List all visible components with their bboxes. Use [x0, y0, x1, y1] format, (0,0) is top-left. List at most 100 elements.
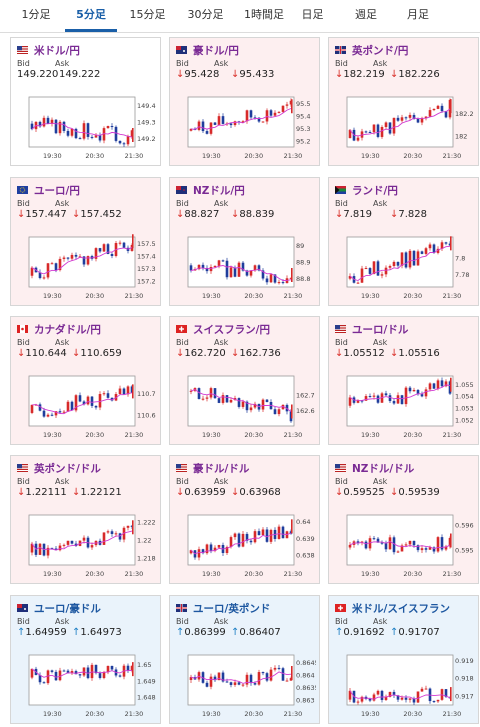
chart-container[interactable]: 1.222 1.22 1.218 19:30 20:30 21:30 — [25, 511, 157, 579]
y-tick-label: 1.222 — [137, 519, 156, 527]
chart-container[interactable]: 89 88.9 88.8 19:30 20:30 21:30 — [184, 233, 316, 301]
candle — [368, 396, 372, 398]
price-chart[interactable]: 149.4 149.3 149.2 19:30 20:30 21:30 — [25, 93, 157, 161]
candle — [118, 388, 122, 395]
candle — [90, 545, 94, 548]
candle — [42, 117, 46, 127]
rate-card[interactable]: 米ドル/スイスフラン Bid Ask ↑0.91692 ↑0.91707 0.919 0.9… — [328, 595, 479, 724]
rate-card[interactable]: ユーロ/円 Bid Ask ↓157.447 ↓157.452 157.5 157.4 157… — [10, 177, 161, 306]
price-chart[interactable]: 0.919 0.918 0.917 19:30 20:30 21:30 — [343, 651, 475, 719]
currency-pair-name[interactable]: 英ポンド/円 — [352, 44, 409, 57]
rate-card[interactable]: 豪ドル/円 Bid Ask ↓95.428 ↓95.433 95.5 95.4 95.3 95.… — [169, 37, 320, 166]
candle — [432, 108, 436, 111]
currency-pair-name[interactable]: NZドル/ドル — [352, 462, 415, 475]
candle — [225, 260, 229, 278]
currency-pair-name[interactable]: ユーロ/豪ドル — [34, 602, 101, 615]
candle — [408, 250, 412, 268]
currency-pair-name[interactable]: 豪ドル/ドル — [193, 462, 250, 475]
price-chart[interactable]: 1.222 1.22 1.218 19:30 20:30 21:30 — [25, 511, 157, 579]
price-chart[interactable]: 110.7 110.6 19:30 20:30 21:30 — [25, 372, 157, 440]
bid-label: Bid — [17, 338, 30, 347]
chart-container[interactable]: 162.7 162.6 19:30 20:30 21:30 — [184, 372, 316, 440]
price-chart[interactable]: 7.8 7.78 19:30 20:30 21:30 — [343, 233, 475, 301]
chart-container[interactable]: 182.2 182 19:30 20:30 21:30 — [343, 93, 475, 161]
price-chart[interactable]: 1.055 1.054 1.053 1.052 19:30 20:30 21:30 — [343, 372, 475, 440]
tab-daily[interactable]: 日足 — [301, 8, 324, 21]
candle — [82, 401, 86, 405]
y-tick-label: 0.919 — [455, 657, 474, 665]
y-tick-label: 88.9 — [296, 259, 310, 267]
tab-weekly[interactable]: 週足 — [355, 8, 377, 21]
chart-container[interactable]: 110.7 110.6 19:30 20:30 21:30 — [25, 372, 157, 440]
rate-card[interactable]: ユーロ/豪ドル Bid Ask ↑1.64959 ↑1.64973 1.65 1.649 1.… — [10, 595, 161, 724]
price-chart[interactable]: 0.596 0.595 19:30 20:30 21:30 — [343, 511, 475, 579]
chart-container[interactable]: 1.65 1.649 1.648 19:30 20:30 21:30 — [25, 651, 157, 719]
candle — [78, 138, 82, 140]
candle — [388, 395, 392, 402]
tab-monthly[interactable]: 月足 — [407, 8, 429, 21]
price-chart[interactable]: 89 88.9 88.8 19:30 20:30 21:30 — [184, 233, 316, 301]
currency-pair-name[interactable]: ユーロ/円 — [34, 184, 80, 197]
currency-pair-name[interactable]: 英ポンド/ドル — [34, 462, 101, 475]
tab-30min[interactable]: 30分足 — [187, 8, 224, 21]
rate-card[interactable]: 豪ドル/ドル Bid Ask ↓0.63959 ↓0.63968 0.64 0.639 0.6… — [169, 455, 320, 584]
rate-card[interactable]: 米ドル/円 Bid Ask 149.220149.222 149.4 149.3 149.2… — [10, 37, 161, 166]
price-chart[interactable]: 162.7 162.6 19:30 20:30 21:30 — [184, 372, 316, 440]
rate-card[interactable]: NZドル/ドル Bid Ask ↓0.59525 ↓0.59539 0.596 0.595 1… — [328, 455, 479, 584]
tab-15min[interactable]: 15分足 — [129, 8, 166, 21]
currency-pair-name[interactable]: スイスフラン/円 — [193, 323, 271, 336]
rate-card[interactable]: スイスフラン/円 Bid Ask ↓162.720 ↓162.736 162.7 162.6… — [169, 316, 320, 445]
currency-pair-name[interactable]: 米ドル/スイスフラン — [352, 602, 451, 615]
price-chart[interactable]: 157.5 157.4 157.3 157.2 19:30 20:30 21:30 — [25, 233, 157, 301]
candle — [380, 274, 384, 276]
currency-pair-name[interactable]: カナダドル/円 — [34, 323, 101, 336]
candle — [209, 544, 213, 551]
rate-card[interactable]: ユーロ/英ポンドBidAsk↑0.86399↑0.864070.86450.86… — [169, 595, 320, 724]
ask-label: Ask — [373, 477, 388, 486]
moving-average-line — [349, 384, 451, 401]
chart-container[interactable]: 157.5 157.4 157.3 157.2 19:30 20:30 21:30 — [25, 233, 157, 301]
chart-container[interactable]: 0.596 0.595 19:30 20:30 21:30 — [343, 511, 475, 579]
y-tick-label: 7.78 — [455, 271, 469, 279]
chart-container[interactable]: 7.8 7.78 19:30 20:30 21:30 — [343, 233, 475, 301]
chart-container[interactable]: 0.64 0.639 0.638 19:30 20:30 21:30 — [184, 511, 316, 579]
eu-gb-flag-icon — [176, 604, 187, 612]
ask-label: Ask — [373, 59, 388, 68]
rate-card[interactable]: 英ポンド/円 Bid Ask ↓182.219 ↓182.226 182.2 182 19:3… — [328, 37, 479, 166]
bid-label: Bid — [335, 617, 348, 626]
currency-pair-name[interactable]: ランド/円 — [352, 184, 398, 197]
rate-card[interactable]: 英ポンド/ドル Bid Ask ↓1.22111 ↓1.22121 1.222 1.22 1.… — [10, 455, 161, 584]
currency-pair-name[interactable]: NZドル/円 — [193, 184, 245, 197]
chart-container[interactable]: 149.4 149.3 149.2 19:30 20:30 21:30 — [25, 93, 157, 161]
currency-pair-name[interactable]: ユーロ/英ポンド — [193, 602, 271, 615]
price-chart[interactable]: 1.65 1.649 1.648 19:30 20:30 21:30 — [25, 651, 157, 719]
bid-price: 157.447 — [25, 209, 67, 220]
tab-1hour[interactable]: 1時間足 — [244, 8, 284, 21]
y-tick-label: 1.218 — [137, 554, 156, 562]
candle — [82, 667, 86, 676]
chart-container[interactable]: 1.055 1.054 1.053 1.052 19:30 20:30 21:30 — [343, 372, 475, 440]
currency-pair-name[interactable]: ユーロ/ドル — [352, 323, 409, 336]
rate-card[interactable]: ユーロ/ドル Bid Ask ↓1.05512 ↓1.05516 1.055 1.054 1.… — [328, 316, 479, 445]
rate-card[interactable]: カナダドル/円 Bid Ask ↓110.644 ↓110.659 110.7 110.6 1… — [10, 316, 161, 445]
bid-ask-labels: Bid Ask — [176, 477, 228, 486]
rate-card[interactable]: ランド/円 Bid Ask ↓7.819 ↓7.828 7.8 7.78 19:30 20:30… — [328, 177, 479, 306]
price-chart[interactable]: 0.8645 0.864 0.8635 0.863 19:30 20:30 21:30 — [184, 651, 316, 719]
chart-container[interactable]: 95.5 95.4 95.3 95.2 19:30 20:30 21:30 — [184, 93, 316, 161]
bid-label: Bid — [335, 338, 348, 347]
currency-pair-name[interactable]: 米ドル/円 — [34, 44, 80, 57]
candle — [213, 547, 217, 551]
price-chart[interactable]: 182.2 182 19:30 20:30 21:30 — [343, 93, 475, 161]
chart-container[interactable]: 0.919 0.918 0.917 19:30 20:30 21:30 — [343, 651, 475, 719]
candle — [130, 386, 134, 393]
tab-1min[interactable]: 1分足 — [21, 8, 51, 21]
price-chart[interactable]: 0.64 0.639 0.638 19:30 20:30 21:30 — [184, 511, 316, 579]
candle — [245, 533, 249, 541]
chart-container[interactable]: 0.8645 0.864 0.8635 0.863 19:30 20:30 21:30 — [184, 651, 316, 719]
bid-price: 162.720 — [184, 348, 226, 359]
tab-5min[interactable]: 5分足 — [65, 0, 117, 32]
candle — [265, 399, 269, 402]
price-chart[interactable]: 95.5 95.4 95.3 95.2 19:30 20:30 21:30 — [184, 93, 316, 161]
currency-pair-name[interactable]: 豪ドル/円 — [193, 44, 239, 57]
rate-card[interactable]: NZドル/円 Bid Ask ↓88.827 ↓88.839 89 88.9 88.8 19:3… — [169, 177, 320, 306]
